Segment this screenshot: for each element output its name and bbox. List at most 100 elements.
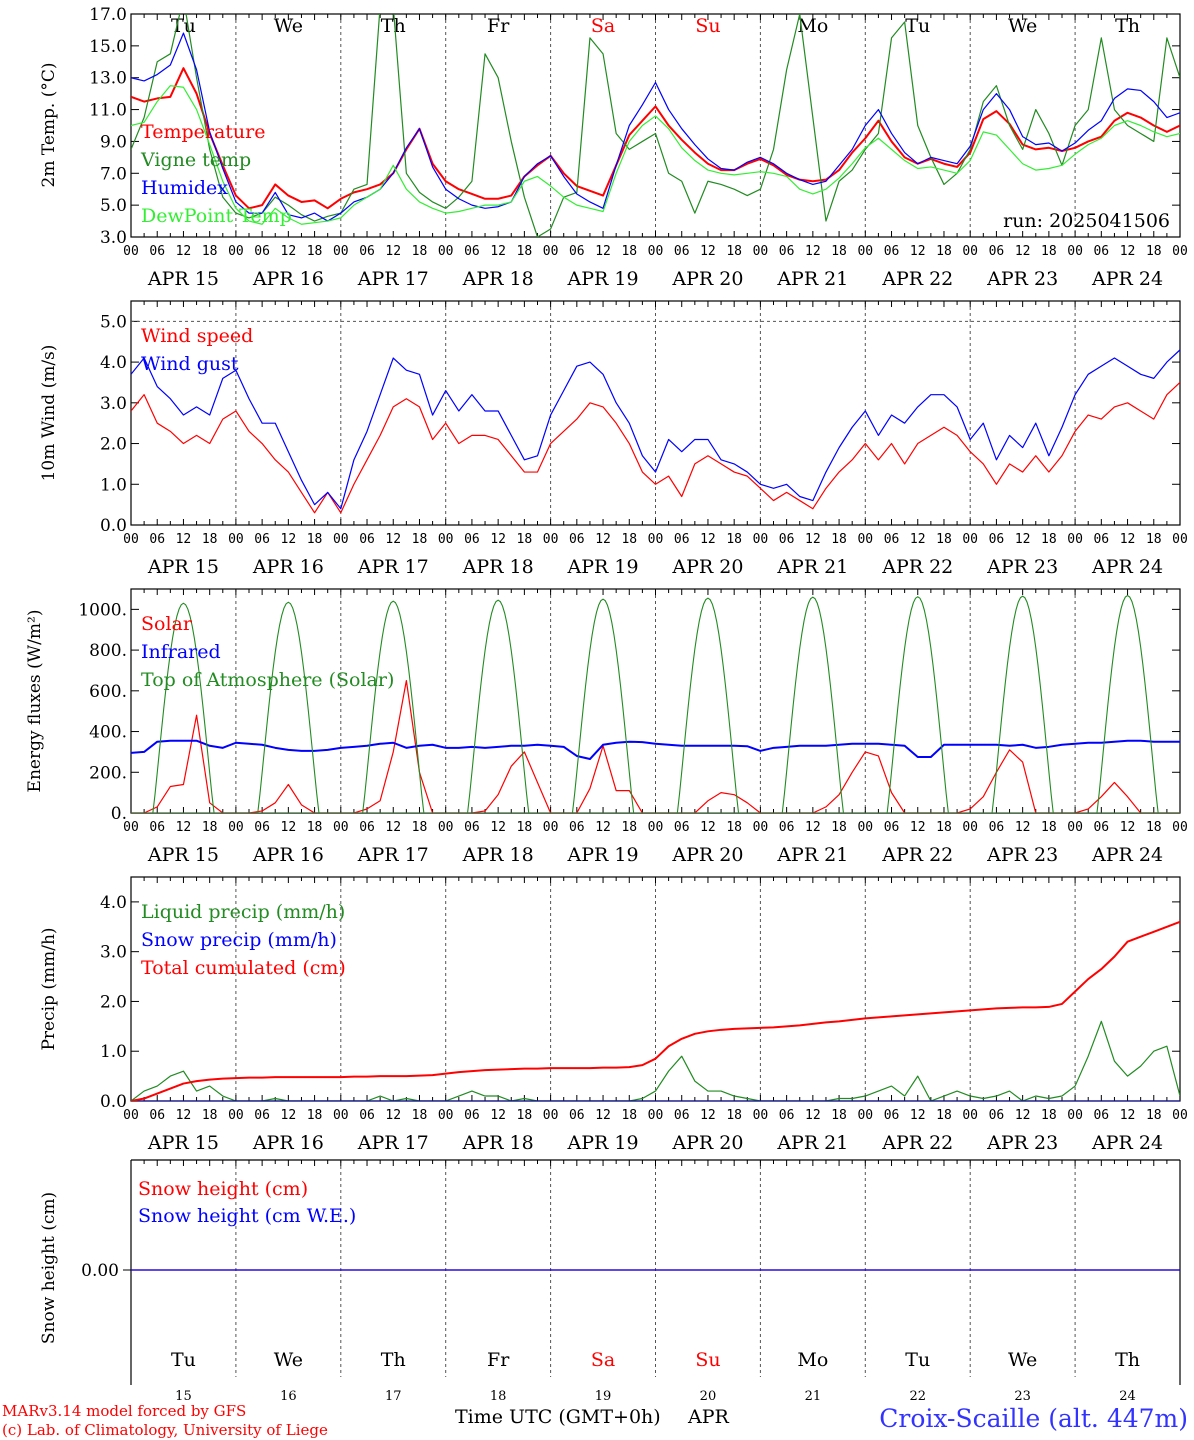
hour-tick-label: 18 <box>936 532 952 547</box>
hour-tick-label: 12 <box>385 1108 401 1123</box>
date-label: APR 23 <box>986 556 1058 578</box>
panels: 3.0 5.0 7.0 9.0 11.0 13.0 15.0 17.0 2m Temp. (°C… <box>25 5 1188 1404</box>
hour-tick-label: 00 <box>123 532 139 547</box>
hour-tick-label: 12 <box>490 244 506 259</box>
weekday-label: Sa <box>591 15 615 37</box>
series-line-solar <box>131 680 1180 813</box>
hour-tick-label: 18 <box>517 244 533 259</box>
hour-tick-label: 12 <box>910 820 926 835</box>
hour-tick-label: 12 <box>176 244 192 259</box>
hour-tick-label: 18 <box>621 820 637 835</box>
hour-tick-label: 00 <box>1067 244 1083 259</box>
series-line-wind-speed <box>131 382 1180 514</box>
hour-tick-label: 00 <box>857 532 873 547</box>
hour-tick-label: 00 <box>962 244 978 259</box>
hour-tick-label: 12 <box>385 820 401 835</box>
hour-tick-label: 06 <box>989 244 1005 259</box>
date-label: APR 16 <box>252 268 324 290</box>
date-label: APR 19 <box>567 268 639 290</box>
y-axis-label: Precip (mm/h) <box>39 927 59 1050</box>
hour-tick-label: 06 <box>989 1108 1005 1123</box>
hour-tick-label: 18 <box>307 820 323 835</box>
hour-tick-label: 12 <box>595 820 611 835</box>
hour-tick-label: 06 <box>569 820 585 835</box>
day-number-label: 19 <box>595 1389 612 1404</box>
hour-tick-label: 06 <box>779 1108 795 1123</box>
hour-tick-label: 06 <box>359 532 375 547</box>
date-label: APR 17 <box>357 1132 429 1154</box>
hour-tick-label: 06 <box>254 532 270 547</box>
hour-tick-label: 00 <box>962 532 978 547</box>
date-label: APR 21 <box>776 1132 848 1154</box>
hour-tick-label: 06 <box>569 532 585 547</box>
hour-tick-label: 00 <box>1172 1108 1188 1123</box>
weekday-label: Fr <box>487 1349 510 1371</box>
hour-tick-label: 18 <box>936 820 952 835</box>
series-line-temperature <box>131 67 1180 210</box>
run-annotation: run: 2025041506 <box>1003 210 1170 232</box>
date-label: APR 17 <box>357 556 429 578</box>
series-line-total-cumulated-cm- <box>131 920 1180 1101</box>
hour-tick-label: 18 <box>1041 532 1057 547</box>
hour-tick-label: 18 <box>1146 820 1162 835</box>
hour-tick-label: 12 <box>910 532 926 547</box>
series-line-top-of-atmosphere <box>991 595 1054 813</box>
series-line-top-of-atmosphere <box>781 596 844 813</box>
y-tick-label: 4.0 <box>100 893 127 913</box>
hour-tick-label: 00 <box>857 244 873 259</box>
hour-tick-label: 00 <box>543 1108 559 1123</box>
hour-tick-label: 06 <box>989 532 1005 547</box>
date-label: APR 22 <box>881 1132 953 1154</box>
date-label: APR 22 <box>881 556 953 578</box>
hour-tick-label: 12 <box>700 1108 716 1123</box>
hour-tick-label: 00 <box>648 820 664 835</box>
plot-frame <box>130 300 1181 526</box>
hour-tick-label: 00 <box>753 532 769 547</box>
hour-tick-label: 00 <box>333 244 349 259</box>
series-group <box>131 14 1180 237</box>
y-tick-label: 200. <box>89 763 127 783</box>
hour-tick-label: 12 <box>595 1108 611 1123</box>
series-line-top-of-atmosphere <box>467 599 530 813</box>
hour-tick-label: 18 <box>202 1108 218 1123</box>
hour-tick-label: 12 <box>805 532 821 547</box>
day-number-label: 24 <box>1119 1389 1136 1404</box>
weekday-label: Sa <box>591 1349 615 1371</box>
hour-tick-label: 06 <box>359 820 375 835</box>
hour-tick-label: 18 <box>726 820 742 835</box>
hour-tick-label: 00 <box>333 1108 349 1123</box>
hour-tick-label: 12 <box>490 532 506 547</box>
hour-tick-label: 00 <box>1172 820 1188 835</box>
y-tick-label: 1.0 <box>100 475 127 495</box>
hour-tick-label: 00 <box>438 1108 454 1123</box>
hour-tick-label: 06 <box>464 820 480 835</box>
hour-tick-label: 00 <box>333 820 349 835</box>
hour-tick-label: 18 <box>1041 244 1057 259</box>
hour-tick-label: 12 <box>910 244 926 259</box>
x-axis-label: Time UTC (GMT+0h) <box>455 1406 661 1428</box>
hour-tick-label: 18 <box>307 532 323 547</box>
date-label: APR 24 <box>1091 268 1163 290</box>
hour-tick-label: 18 <box>726 1108 742 1123</box>
y-tick-label: 15.0 <box>89 37 127 57</box>
hour-tick-label: 12 <box>176 532 192 547</box>
hour-tick-label: 06 <box>884 820 900 835</box>
series-line-humidex <box>131 32 1180 222</box>
hour-tick-label: 18 <box>202 532 218 547</box>
hour-tick-label: 00 <box>1067 1108 1083 1123</box>
date-label: APR 22 <box>881 268 953 290</box>
hour-tick-label: 18 <box>621 1108 637 1123</box>
day-number-label: 15 <box>175 1389 192 1404</box>
hour-tick-label: 12 <box>805 244 821 259</box>
weekday-label: We <box>274 1349 303 1371</box>
hour-tick-label: 06 <box>569 244 585 259</box>
y-tick-label: 800. <box>89 641 127 661</box>
date-label: APR 23 <box>986 844 1058 866</box>
weekday-label: We <box>1008 1349 1037 1371</box>
y-tick-label: 400. <box>89 723 127 743</box>
hour-tick-label: 06 <box>149 820 165 835</box>
hour-tick-label: 06 <box>254 820 270 835</box>
legend-entry: Snow height (cm) <box>138 1178 308 1200</box>
panel-4: 0.0 1.0 2.0 3.0 4.0 Precip (mm/h) 00 06 12 18 APR … <box>39 876 1188 1154</box>
hour-tick-label: 12 <box>805 820 821 835</box>
